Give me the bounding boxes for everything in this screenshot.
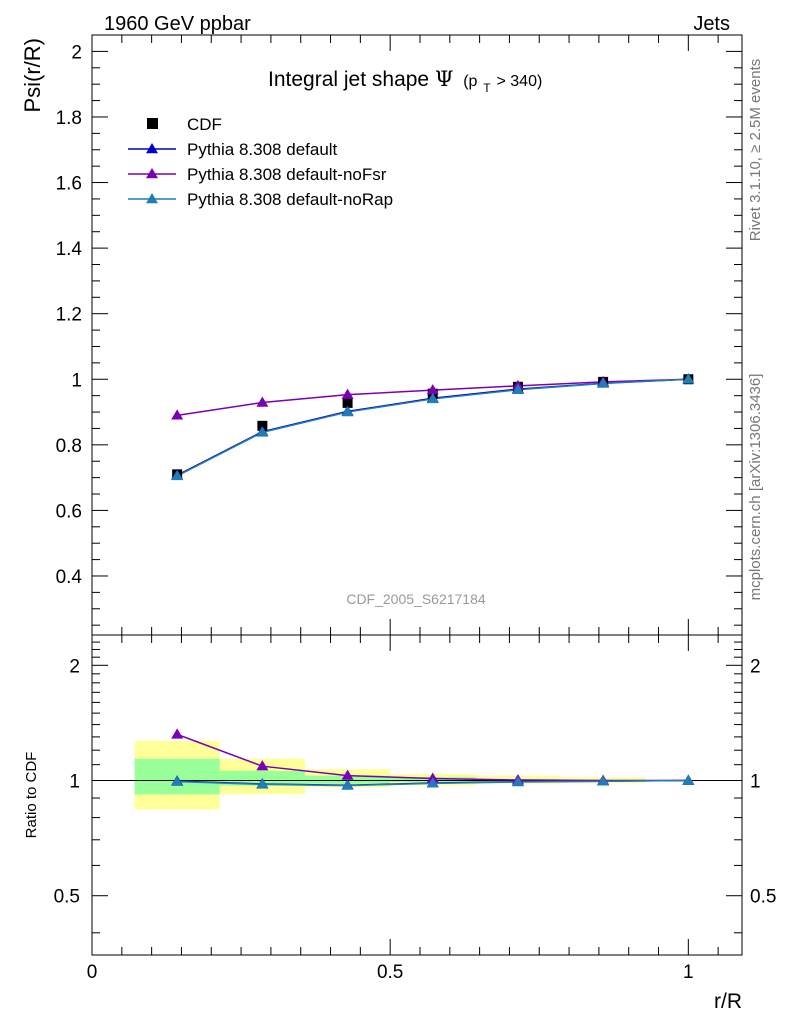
legend-marker-pythia-8-308-default	[146, 143, 158, 154]
main-y-tick-label: 0.4	[56, 567, 83, 588]
legend-marker-pythia-8-308-default-norap	[146, 193, 158, 204]
ratio-marker-pythia-8-308-default-norap	[171, 775, 184, 786]
legend-label-pythia-8-308-default-nofsr: Pythia 8.308 default-noFsr	[187, 165, 387, 184]
ratio-y-tick-label-left: 2	[69, 656, 80, 677]
main-y-tick-label: 1	[71, 370, 82, 391]
ratio-uncertainty-bands	[134, 740, 646, 810]
legend-label-cdf: CDF	[187, 115, 222, 134]
header-energy-label: 1960 GeV ppbar	[104, 13, 251, 35]
ratio-marker-pythia-8-308-default-norap	[426, 777, 439, 788]
ratio-x-axis-ticks	[91, 635, 719, 955]
legend-label-pythia-8-308-default: Pythia 8.308 default	[187, 140, 338, 159]
main-marker-pythia-8-308-default-norap	[256, 426, 269, 437]
main-y-tick-label: 1.6	[56, 174, 82, 195]
analysis-id-label: CDF_2005_S6217184	[346, 591, 486, 607]
x-tick-label: 0.5	[377, 962, 403, 983]
main-marker-pythia-8-308-default-nofsr	[256, 396, 269, 407]
main-marker-pythia-8-308-default-norap	[171, 469, 184, 481]
x-axis-label: r/R	[714, 990, 742, 1013]
main-marker-cdf	[342, 397, 353, 408]
main-marker-pythia-8-308-default-norap	[597, 377, 610, 388]
main-marker-pythia-8-308-default-norap	[341, 406, 354, 417]
main-y-tick-label: 1.8	[56, 108, 82, 129]
ratio-marker-pythia-8-308-default-nofsr	[256, 760, 269, 771]
ratio-y-tick-label-left: 1	[69, 772, 80, 793]
main-y-axis-tick-labels: 0.4 0.6 0.8 1 1.2 1.4 1.6 1.8 2	[56, 42, 83, 588]
ratio-marker-pythia-8-308-default-norap	[256, 778, 269, 789]
main-marker-pythia-8-308-default-nofsr	[171, 409, 184, 420]
main-y-tick-label: 0.8	[56, 436, 82, 457]
ratio-y-axis-label: Ratio to CDF	[23, 752, 40, 839]
ratio-marker-pythia-8-308-default-norap	[597, 775, 610, 786]
main-marker-pythia-8-308-default-nofsr	[341, 388, 354, 399]
x-tick-label: 1	[683, 962, 694, 983]
chart-title: Integral jet shape Ψ (p T > 340)	[268, 67, 542, 97]
main-y-axis-ticks	[92, 34, 742, 626]
legend-label-pythia-8-308-default-norap: Pythia 8.308 default-noRap	[187, 190, 393, 209]
ratio-marker-pythia-8-308-default-nofsr	[341, 769, 354, 780]
main-y-tick-label: 1.2	[56, 305, 82, 326]
main-marker-pythia-8-308-default-nofsr	[426, 384, 439, 395]
main-series-markers	[171, 373, 695, 481]
ratio-marker-pythia-8-308-default-norap	[682, 774, 695, 785]
main-marker-pythia-8-308-default-norap	[426, 392, 439, 404]
chart-title-sub-index: T	[483, 81, 491, 95]
main-y-tick-label: 0.6	[56, 501, 82, 522]
ratio-series-markers	[171, 728, 695, 790]
ratio-panel-frame	[91, 634, 743, 956]
main-panel: 0.4 0.6 0.8 1 1.2 1.4 1.6 1.8 2 Psi(r/R) Integra…	[20, 34, 743, 636]
ratio-y-tick-label-right: 1	[750, 772, 761, 793]
main-y-tick-label: 1.4	[56, 239, 83, 260]
x-axis-tick-labels: 0 0.5 1	[87, 962, 694, 983]
chart-title-sub-suffix: > 340)	[496, 73, 542, 90]
ratio-marker-pythia-8-308-default-norap	[511, 776, 524, 787]
chart-title-sub-prefix: (p	[463, 73, 477, 90]
header-process-label: Jets	[693, 13, 730, 35]
ratio-y-axis-tick-labels: 0.5 0.5 1 1 2 2	[54, 656, 777, 907]
ratio-marker-pythia-8-308-default-norap	[341, 779, 354, 790]
ratio-y-tick-label-left: 0.5	[54, 887, 80, 908]
legend-marker-pythia-8-308-default-nofsr	[146, 168, 158, 179]
ratio-y-tick-label-right: 0.5	[750, 887, 776, 908]
mcplots-reference-label: mcplots.cern.ch [arXiv:1306.3436]	[747, 374, 764, 601]
ratio-marker-pythia-8-308-default-nofsr	[171, 728, 184, 739]
ratio-y-tick-label-right: 2	[750, 656, 761, 677]
main-marker-pythia-8-308-default-norap	[511, 383, 524, 394]
chart-title-symbol: Ψ	[435, 67, 453, 91]
ratio-y-axis-ticks	[92, 641, 742, 934]
main-marker-pythia-8-308-default-norap	[682, 373, 695, 384]
ratio-panel: 0.5 0.51 12 2 0 0.5 1 Ratio to CDF r/R	[23, 634, 777, 1013]
main-x-axis-ticks	[91, 35, 719, 635]
legend: CDF Pythia 8.308 default Pythia 8.308 defa…	[128, 115, 393, 209]
main-y-tick-label: 2	[71, 42, 82, 63]
rivet-version-label: Rivet 3.1.10, ≥ 2.5M events	[747, 59, 764, 242]
main-y-axis-label: Psi(r/R)	[20, 38, 45, 113]
chart-title-text: Integral jet shape	[268, 68, 429, 91]
x-tick-label: 0	[87, 962, 98, 983]
legend-marker-cdf	[147, 118, 158, 129]
